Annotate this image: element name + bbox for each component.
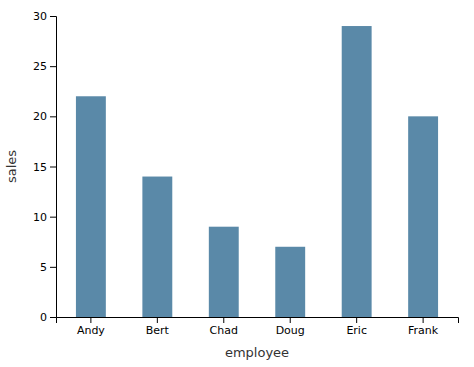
x-tick-mark	[423, 317, 424, 323]
x-tick-label: Doug	[276, 324, 305, 337]
y-tick: 20	[33, 110, 56, 123]
x-tick: Frank	[408, 317, 439, 337]
y-axis-title: sales	[4, 150, 19, 183]
x-tick-mark	[290, 317, 291, 323]
y-tick: 5	[40, 261, 56, 274]
y-tick-mark	[50, 217, 56, 218]
y-tick: 10	[33, 211, 56, 224]
x-tick-mark	[356, 317, 357, 323]
y-tick-label: 5	[40, 261, 47, 274]
x-axis: Andy Bert Chad Doug Eric Frank	[57, 317, 459, 337]
x-tick-label: Andy	[77, 324, 105, 337]
y-tick: 30	[33, 10, 56, 23]
x-tick-mark	[223, 317, 224, 323]
x-axis-title: employee	[225, 345, 289, 360]
bar	[408, 116, 438, 317]
y-tick-mark	[50, 267, 56, 268]
x-tick-label: Frank	[408, 324, 439, 337]
plot: 0 5 10 15 20 25 30 Andy Bert Chad Doug Eric Frank emp…	[4, 10, 459, 360]
bars	[76, 26, 438, 317]
y-tick-label: 25	[33, 60, 47, 73]
y-tick-label: 20	[33, 110, 47, 123]
y-axis-line	[50, 17, 57, 318]
bar	[342, 26, 372, 317]
x-tick: Eric	[346, 317, 367, 337]
y-tick-mark	[50, 116, 56, 117]
x-tick-mark	[90, 317, 91, 323]
x-tick: Chad	[210, 317, 238, 337]
x-tick: Andy	[77, 317, 105, 337]
y-tick-mark	[50, 16, 56, 17]
bar	[275, 247, 305, 317]
bar	[209, 227, 239, 317]
x-tick-label: Eric	[346, 324, 367, 337]
y-tick: 0	[40, 311, 56, 324]
y-tick-mark	[50, 317, 56, 318]
x-tick-label: Chad	[210, 324, 238, 337]
y-tick-label: 15	[33, 161, 47, 174]
x-tick-label: Bert	[146, 324, 170, 337]
x-tick: Bert	[146, 317, 170, 337]
x-axis-line	[57, 318, 459, 324]
chart-root: 0 5 10 15 20 25 30 Andy Bert Chad Doug Eric Frank emp…	[0, 0, 474, 367]
y-tick-label: 30	[33, 10, 47, 23]
x-tick: Doug	[276, 317, 305, 337]
y-tick-label: 10	[33, 211, 47, 224]
y-tick-mark	[50, 66, 56, 67]
x-tick-mark	[157, 317, 158, 323]
y-tick-mark	[50, 167, 56, 168]
bar	[142, 177, 172, 317]
y-tick: 15	[33, 161, 56, 174]
bar	[76, 96, 106, 317]
y-axis: 0 5 10 15 20 25 30	[33, 10, 57, 324]
y-tick: 25	[33, 60, 56, 73]
y-tick-label: 0	[40, 311, 47, 324]
